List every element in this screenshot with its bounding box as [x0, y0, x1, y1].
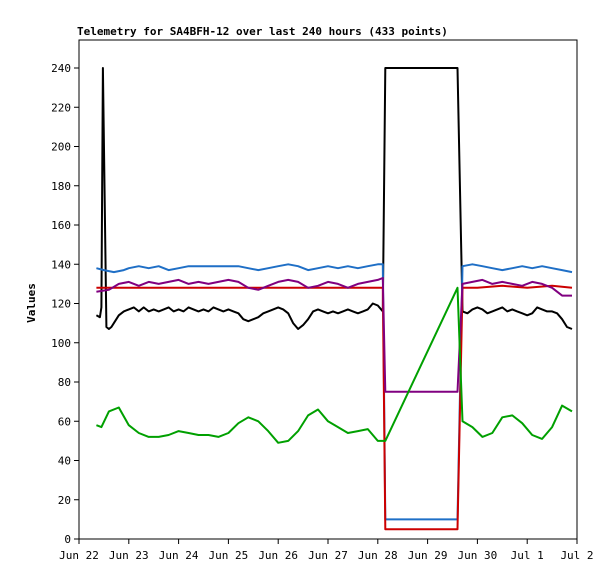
plot-frame [78, 39, 578, 540]
series-line-1 [95, 67, 573, 330]
x-tick-label: Jun 23 [109, 549, 149, 562]
y-tick-label: 220 [51, 101, 71, 114]
y-tick-label: 140 [51, 258, 71, 271]
y-tick-label: 80 [58, 376, 71, 389]
x-tick-label: Jun 28 [358, 549, 398, 562]
series-line-2 [96, 263, 573, 521]
x-tick-label: Jun 30 [458, 549, 498, 562]
y-tick-label: 60 [58, 415, 71, 428]
y-tick-label: 240 [51, 62, 71, 75]
x-tick-label: Jun 25 [209, 549, 249, 562]
x-tick-label: Jul 2 [560, 549, 593, 562]
x-tick-label: Jul 1 [511, 549, 544, 562]
y-ticks: 0 20 40 60 80 100 120 140 160 180 200 220 240 [51, 62, 79, 546]
y-tick-label: 160 [51, 219, 71, 232]
x-tick-label: Jun 27 [308, 549, 348, 562]
chart-title: Telemetry for SA4BFH-12 over last 240 ho… [77, 25, 448, 38]
y-tick-label: 40 [58, 455, 71, 468]
y-tick-label: 100 [51, 337, 71, 350]
y-axis-label: Values [25, 283, 38, 323]
x-tick-label: Jun 24 [159, 549, 199, 562]
x-tick-label: Jun 26 [258, 549, 298, 562]
series-line-5 [96, 286, 573, 444]
series-line-4 [96, 277, 572, 393]
y-tick-label: 180 [51, 180, 71, 193]
x-tick-label: Jun 29 [408, 549, 448, 562]
y-tick-label: 120 [51, 298, 71, 311]
x-tick-label: Jun 22 [59, 549, 99, 562]
y-tick-label: 200 [51, 141, 71, 154]
y-tick-label: 20 [58, 494, 71, 507]
x-ticks: Jun 22 Jun 23 Jun 24 Jun 25 Jun 26 Jun 27 Jun … [59, 539, 594, 562]
y-tick-label: 0 [64, 533, 71, 546]
series-layer [95, 67, 573, 531]
series-line-3 [96, 284, 573, 531]
